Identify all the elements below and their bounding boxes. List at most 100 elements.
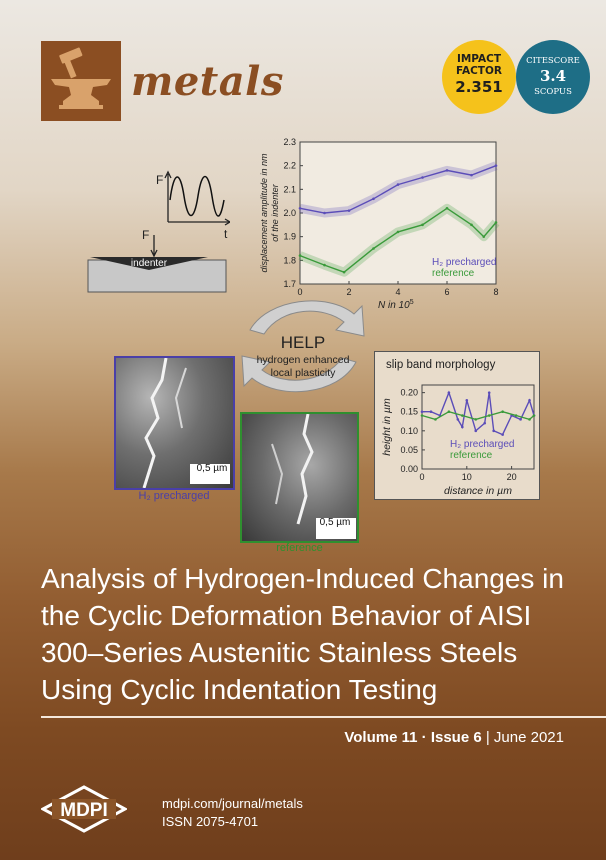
journal-name: metals bbox=[131, 58, 284, 105]
displacement-chart: 1.7 1.8 1.9 2.0 2.1 2.2 2.3 0 2 4 6 8 displacement… bbox=[259, 137, 500, 311]
issue-separator: | bbox=[481, 729, 494, 746]
micrograph-h2-precharged bbox=[114, 356, 235, 490]
series-0-point bbox=[445, 169, 449, 172]
x-tick-label: 0 bbox=[419, 472, 424, 482]
y-tick-label: 0.00 bbox=[400, 464, 418, 474]
series-0-point bbox=[465, 398, 469, 402]
article-title: Analysis of Hydrogen-Induced Changes in … bbox=[41, 563, 564, 705]
slip-chart-title: slip band morphology bbox=[386, 359, 496, 371]
series-0-point bbox=[461, 425, 464, 429]
series-1-point bbox=[445, 206, 449, 210]
chart-xlabel: N in 105 bbox=[378, 299, 414, 311]
scopus-label: SCOPUS bbox=[534, 87, 572, 97]
series-0-point bbox=[487, 391, 491, 394]
slip-legend-h2: H₂ precharged bbox=[450, 439, 514, 450]
series-1-point bbox=[501, 410, 504, 414]
y-tick-label: 0.15 bbox=[400, 407, 418, 417]
force-sine-curve bbox=[169, 175, 225, 217]
cycle-arrow-top bbox=[249, 300, 365, 337]
series-1-point bbox=[474, 418, 478, 421]
micrograph-h2-caption: H₂ precharged bbox=[138, 490, 210, 502]
y-tick-label: 1.8 bbox=[283, 255, 296, 265]
x-tick-label: 20 bbox=[507, 472, 517, 482]
micrograph-ref-texture bbox=[271, 413, 356, 539]
series-0-point bbox=[494, 164, 498, 167]
y-tick-label: 1.7 bbox=[283, 279, 296, 289]
journal-logo-box bbox=[41, 41, 121, 121]
series-0-point bbox=[447, 391, 451, 394]
issue-label: Issue 6 bbox=[430, 729, 482, 746]
force-arrow-label: F bbox=[142, 228, 149, 242]
anvil-hammer-icon bbox=[51, 47, 111, 109]
micrograph-h2-texture bbox=[142, 357, 230, 489]
series-1-point bbox=[487, 414, 491, 417]
slip-legend-reference: reference bbox=[450, 450, 493, 461]
indenter-schematic: F t F indenter bbox=[87, 170, 230, 293]
series-1-point bbox=[494, 221, 498, 224]
force-y-label: F bbox=[156, 173, 163, 187]
help-line-1: hydrogen enhanced bbox=[257, 354, 350, 366]
y-tick-label: 2.2 bbox=[283, 161, 296, 171]
title-divider bbox=[41, 716, 606, 718]
impact-factor-label-1: IMPACT bbox=[456, 53, 502, 65]
citescore-value: 3.4 bbox=[539, 67, 567, 85]
impact-factor-label-2: FACTOR bbox=[456, 65, 502, 77]
y-tick-label: 2.0 bbox=[283, 208, 296, 218]
legend-reference: reference bbox=[432, 268, 475, 279]
slip-chart-xlabel: distance in µm bbox=[444, 485, 512, 497]
series-1-point bbox=[447, 410, 451, 414]
x-tick-label: 6 bbox=[444, 287, 449, 297]
series-1-point bbox=[470, 223, 473, 227]
series-0-point bbox=[347, 209, 351, 212]
series-0-point bbox=[470, 173, 473, 177]
citescore-label: CITESCORE bbox=[526, 56, 580, 66]
volume-label: Volume 11 bbox=[344, 729, 418, 746]
series-1-point bbox=[323, 263, 326, 267]
issue-date: June 2021 bbox=[493, 729, 564, 746]
force-x-label: t bbox=[224, 227, 228, 241]
mdpi-logo: MDPI bbox=[41, 785, 127, 833]
issue-info: Volume 11 · Issue 6 | June 2021 bbox=[344, 729, 564, 746]
series-1-point bbox=[514, 414, 518, 417]
micrograph-ref-caption: reference bbox=[276, 542, 323, 554]
series-0-point bbox=[372, 197, 375, 201]
chart-ylabel-1: displacement amplitude in nm bbox=[259, 153, 269, 273]
series-0-point bbox=[474, 429, 478, 433]
y-tick-label: 2.1 bbox=[283, 184, 296, 194]
help-line-2: local plasticity bbox=[271, 367, 337, 379]
series-1-point bbox=[298, 254, 302, 257]
series-1-point bbox=[461, 414, 464, 417]
series-1-point bbox=[532, 414, 536, 417]
micrograph-reference bbox=[240, 412, 359, 543]
journal-url[interactable]: mdpi.com/journal/metals bbox=[162, 796, 303, 811]
series-0-point bbox=[501, 433, 504, 436]
slip-band-chart: slip band morphology 0.00 0.05 0.10 0.15 0.2… bbox=[374, 351, 540, 500]
series-0-point bbox=[396, 183, 400, 186]
y-tick-label: 0.05 bbox=[400, 445, 418, 455]
series-0-point bbox=[298, 206, 302, 210]
series-0-point bbox=[492, 429, 495, 433]
series-line-0 bbox=[422, 390, 535, 436]
impact-factor-value: 2.351 bbox=[455, 78, 503, 96]
y-tick-label: 0.10 bbox=[400, 426, 418, 436]
y-tick-label: 2.3 bbox=[283, 137, 296, 147]
chart-xlabel-text: N in 10 bbox=[378, 300, 410, 311]
series-0-point bbox=[483, 421, 487, 425]
series-1-point bbox=[482, 235, 486, 238]
help-title: HELP bbox=[281, 333, 325, 352]
slip-plot-area bbox=[421, 384, 535, 470]
issue-dot: · bbox=[417, 729, 431, 746]
micrograph-ref-scale: 0,5 µm bbox=[319, 517, 351, 528]
slip-chart-frame bbox=[374, 351, 540, 500]
y-tick-label: 0.20 bbox=[400, 388, 418, 398]
series-0-point bbox=[421, 176, 424, 179]
series-1-point bbox=[420, 414, 424, 417]
series-line-1 bbox=[421, 410, 535, 421]
mdpi-logo-text: MDPI bbox=[60, 800, 108, 821]
series-0-point bbox=[429, 410, 433, 414]
series-1-point bbox=[342, 270, 346, 274]
y-tick-label: 1.9 bbox=[283, 232, 296, 242]
series-1-point bbox=[372, 247, 375, 250]
x-tick-label: 2 bbox=[346, 287, 351, 297]
